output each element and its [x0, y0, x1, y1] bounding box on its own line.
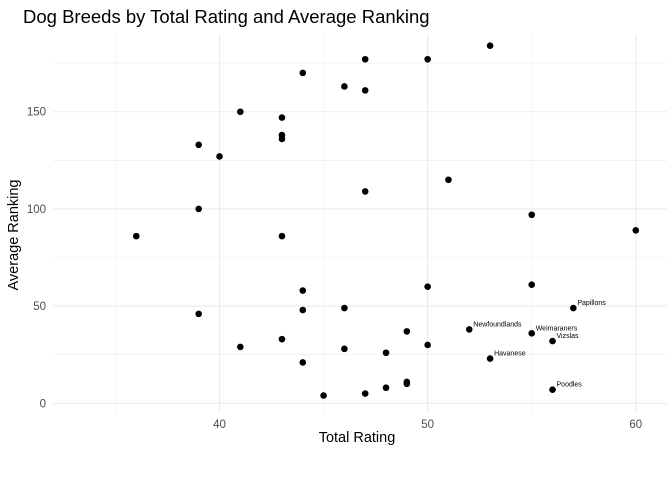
x-tick-label: 50 [421, 419, 434, 431]
data-point [278, 114, 286, 121]
data-point [361, 87, 369, 94]
data-point [195, 310, 202, 318]
y-tick-label: 100 [27, 204, 46, 216]
data-point [278, 335, 286, 343]
data-point [195, 141, 202, 149]
point-label: Papillons [577, 300, 606, 307]
data-point [403, 380, 411, 388]
data-point [528, 211, 536, 219]
data-point [299, 306, 307, 314]
data-point [549, 337, 556, 345]
data-point [341, 345, 348, 353]
data-point [299, 287, 307, 294]
data-point [486, 355, 494, 362]
data-point [382, 384, 390, 392]
data-point [195, 205, 202, 213]
data-point [528, 330, 536, 337]
data-point [320, 392, 327, 399]
data-point [132, 232, 140, 240]
x-tick-label: 40 [213, 419, 226, 431]
data-point [424, 55, 431, 63]
data-point [278, 232, 286, 240]
data-point [361, 390, 369, 397]
data-point [424, 341, 431, 349]
y-tick-label: 50 [33, 301, 46, 313]
data-point [216, 153, 223, 160]
data-point [341, 304, 348, 312]
point-label: Newfoundlands [473, 321, 522, 328]
data-point [382, 349, 390, 357]
y-tick-label: 150 [27, 107, 46, 119]
y-axis-ticks: 0 50 100 150 [27, 107, 46, 411]
data-point [278, 135, 286, 143]
y-axis-title: Average Ranking [6, 180, 22, 291]
major-gridlines [53, 34, 667, 413]
data-point [424, 283, 431, 290]
data-point [299, 359, 307, 366]
x-axis-title: Total Rating [319, 430, 396, 446]
point-label: Weimaraners [536, 325, 578, 332]
point-label: Havanese [494, 351, 526, 358]
data-point [528, 281, 536, 289]
x-tick-label: 60 [629, 419, 642, 431]
point-label: Vizslas [557, 333, 580, 340]
data-point [237, 343, 244, 351]
data-point [486, 42, 494, 49]
data-point [361, 55, 369, 63]
data-point [299, 69, 307, 77]
data-points [132, 42, 640, 399]
x-axis-ticks: 40 50 60 [213, 419, 642, 431]
data-point [361, 188, 369, 195]
data-point [570, 304, 577, 312]
chart-title: Dog Breeds by Total Rating and Average R… [23, 6, 430, 27]
data-point [341, 83, 348, 90]
data-point [445, 176, 452, 184]
data-point [632, 227, 640, 234]
data-point [465, 326, 473, 333]
point-label: Poodles [557, 382, 583, 389]
minor-gridlines [53, 34, 667, 413]
data-point [237, 108, 244, 116]
data-point [549, 386, 556, 393]
y-tick-label: 0 [40, 398, 46, 410]
data-point [403, 328, 411, 335]
